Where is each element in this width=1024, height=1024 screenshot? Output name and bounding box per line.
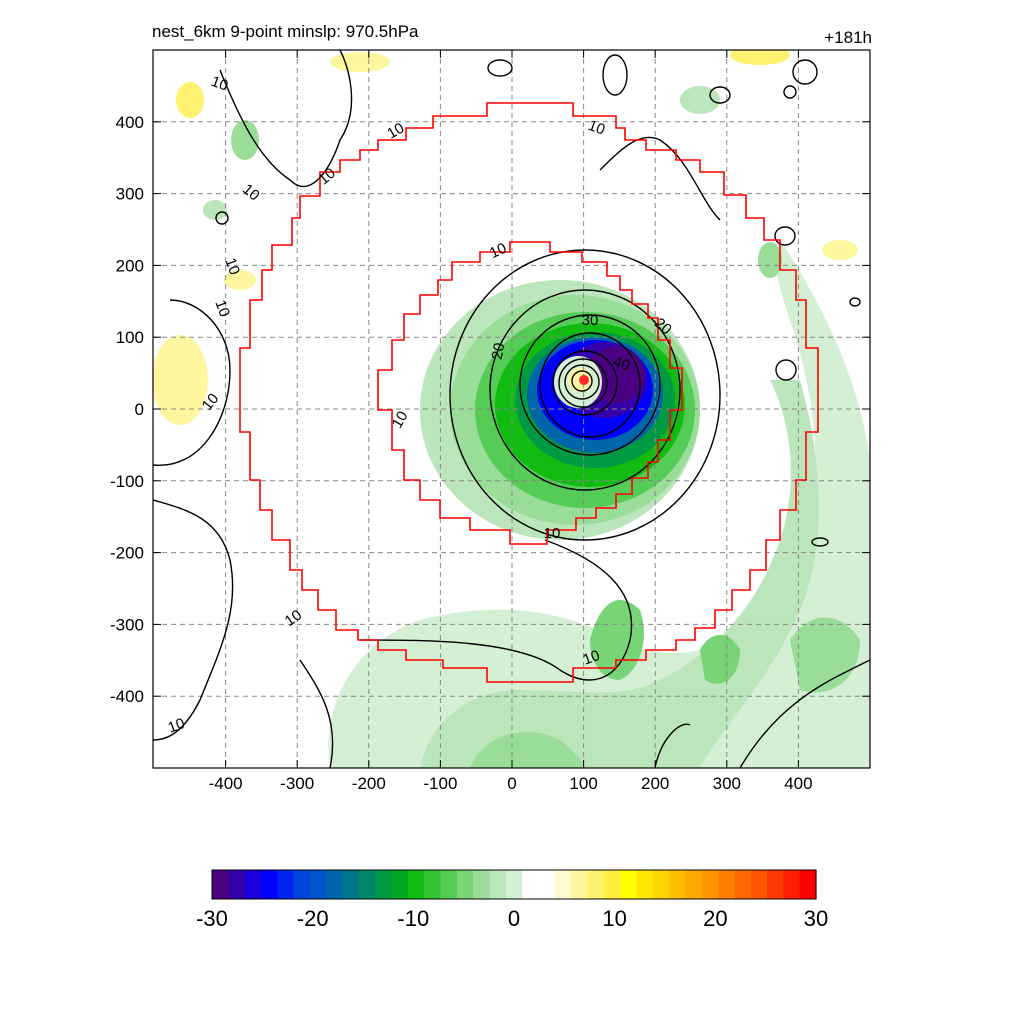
colorbar-swatch <box>767 870 784 899</box>
colorbar-swatch <box>424 870 442 899</box>
colorbar-swatch <box>734 870 752 899</box>
colorbar-swatch <box>407 870 425 899</box>
colorbar-tick-label: -30 <box>196 906 228 931</box>
colorbar-swatch <box>571 870 589 899</box>
plot-title: nest_6km 9-point minslp: 970.5hPa <box>152 22 419 41</box>
contour-label: 10 <box>166 715 187 737</box>
colorbar-tick-label: 10 <box>602 906 626 931</box>
colorbar-tick-label: 30 <box>804 906 828 931</box>
colorbar-swatch <box>783 870 801 899</box>
contour-label: 10 <box>544 525 561 542</box>
colorbar-swatch <box>685 870 703 899</box>
colorbar-swatch <box>587 870 605 899</box>
colorbar-swatch <box>244 870 262 899</box>
contour-label: 10 <box>211 298 233 319</box>
x-axis: -400 -300 -200 -100 0 100 200 300 400 <box>209 50 813 793</box>
colorbar-swatch <box>701 870 719 899</box>
x-tick-label: 200 <box>641 774 669 793</box>
colorbar-swatch <box>473 870 491 899</box>
forecast-hour-label: +181h <box>824 28 872 47</box>
contour-label: 10 <box>282 607 305 630</box>
x-tick-label: 0 <box>507 774 516 793</box>
colorbar-swatch <box>489 870 507 899</box>
contour-label: 30 <box>582 312 599 329</box>
colorbar-swatch <box>277 870 295 899</box>
colorbar-swatch <box>375 870 393 899</box>
colorbar-swatch <box>326 870 344 899</box>
contour-label: 10 <box>389 408 412 431</box>
contour-label: 20 <box>489 342 509 361</box>
contour-lines <box>153 50 870 768</box>
inner-domain-outline <box>377 241 683 545</box>
y-tick-label: 200 <box>116 256 144 275</box>
colorbar-swatch <box>799 870 817 899</box>
colorbar-swatch <box>260 870 278 899</box>
contour-label: 10 <box>209 73 230 95</box>
colorbar-swatch <box>750 870 768 899</box>
contour-label: 10 <box>581 647 602 669</box>
x-tick-label: 100 <box>569 774 597 793</box>
y-tick-label: 100 <box>116 328 144 347</box>
colorbar-swatch <box>669 870 687 899</box>
x-tick-label: 300 <box>713 774 741 793</box>
x-tick-label: -200 <box>352 774 386 793</box>
nest-domain-outlines <box>239 102 819 683</box>
colorbar-swatch <box>554 870 572 899</box>
contour-label: 10 <box>586 117 607 139</box>
colorbar-tick-label: -20 <box>297 906 329 931</box>
colorbar-tick-label: -10 <box>397 906 429 931</box>
contour-label: 10 <box>487 240 509 262</box>
colorbar-swatch <box>620 870 638 899</box>
y-tick-label: -300 <box>110 615 144 634</box>
colorbar-swatch <box>293 870 311 899</box>
colorbar-swatch <box>391 870 409 899</box>
colorbar-swatch <box>636 870 654 899</box>
x-tick-label: -400 <box>209 774 243 793</box>
colorbar-swatch <box>358 870 376 899</box>
colorbar-tick-label: 20 <box>703 906 727 931</box>
colorbar-tick-label: 0 <box>508 906 520 931</box>
x-tick-label: -100 <box>423 774 457 793</box>
x-tick-label: -300 <box>280 774 314 793</box>
colorbar-swatch <box>440 870 458 899</box>
colorbar-swatch <box>342 870 360 899</box>
contour-label: 10 <box>221 256 243 277</box>
colorbar-swatch <box>309 870 327 899</box>
colorbar-swatch <box>718 870 735 899</box>
contour-label: 10 <box>384 120 407 143</box>
y-tick-label: -400 <box>110 687 144 706</box>
contour-label: 40 <box>611 353 632 375</box>
y-axis: 400 300 200 100 0 -100 -200 -300 -400 <box>110 113 870 706</box>
colorbar-swatch <box>522 870 540 899</box>
y-tick-label: 300 <box>116 185 144 204</box>
y-tick-label: 0 <box>135 400 144 419</box>
y-tick-label: 400 <box>116 113 144 132</box>
colorbar-swatch <box>505 870 523 899</box>
storm-center-marker <box>579 375 589 385</box>
x-tick-label: 400 <box>784 774 812 793</box>
y-tick-label: -200 <box>110 544 144 563</box>
colorbar-swatch <box>228 870 246 899</box>
colorbar-frame <box>211 869 817 900</box>
colorbar-swatch <box>456 870 474 899</box>
colorbar-swatch <box>538 870 556 899</box>
colorbar-swatch <box>212 870 229 899</box>
y-tick-label: -100 <box>110 472 144 491</box>
colorbar-swatch <box>652 870 670 899</box>
outer-domain-outline <box>239 102 819 683</box>
colorbar-labels: -30 -20 -10 0 10 20 30 <box>196 906 828 931</box>
colorbar <box>212 870 817 899</box>
colorbar-swatch <box>603 870 621 899</box>
